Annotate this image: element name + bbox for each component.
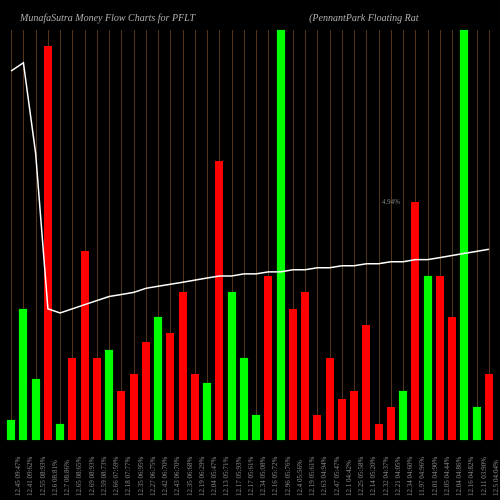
x-axis-label: 12.14 05:20% [369,457,377,496]
volume-bar [130,374,138,440]
x-axis-label: 12.4 05:56% [296,460,304,496]
title-left: MunafaSutra Money Flow Charts for PFLT [20,13,195,24]
grid-line [403,30,404,440]
x-axis-label: 12.96 05:76% [284,457,292,496]
x-axis-label: 12.11 03:90% [480,457,488,496]
x-axis-label: 12.7 08:86% [63,460,71,496]
grid-line [477,30,478,440]
grid-line [121,30,122,440]
x-axis-label: 12.43 06:70% [173,457,181,496]
volume-bar [350,391,358,440]
x-axis-label: 12.19 05:61% [308,457,316,496]
volume-bar [411,202,419,440]
x-axis-label: 12.16 05:72% [271,457,279,496]
grid-line [354,30,355,440]
x-axis-label: 12.59 08:73% [100,457,108,496]
x-axis-label: 12.42 06:70% [161,457,169,496]
volume-bar [485,374,493,440]
volume-bar [338,399,346,440]
volume-bar [252,415,260,440]
x-axis-label: 12.17 05:93% [235,457,243,496]
volume-bar [105,350,113,440]
x-axis-label: 11.97 04:96% [418,457,426,496]
x-axis-label: 12.6 08:81% [51,460,59,496]
volume-bar [313,415,321,440]
x-axis-label: 12.17 05:61% [247,457,255,496]
volume-bar [424,276,432,440]
x-axis-label: 12.25 05:58% [357,457,365,496]
volume-bar [436,276,444,440]
x-axis-label: 12.47 05:47% [333,457,341,496]
x-axis-label: 12.27 06:75% [149,457,157,496]
x-axis-label: 12.21 04:05% [394,457,402,496]
volume-bar [240,358,248,440]
x-axis-label: 12.04 04:86% [455,457,463,496]
grid-line [60,30,61,440]
grid-line [379,30,380,440]
y-marker-label: 4.94% [382,198,400,206]
grid-line [207,30,208,440]
volume-bar [301,292,309,440]
volume-bar [228,292,236,440]
money-flow-chart [5,30,495,440]
volume-bar [215,161,223,440]
volume-bar [32,379,40,441]
x-axis-label: 12.13 05:71% [222,457,230,496]
volume-bar [81,251,89,440]
x-axis-label: 12.01 04:90% [431,457,439,496]
volume-bar [203,383,211,440]
x-axis-label: 12.34 04:60% [406,457,414,496]
volume-bar [264,276,272,440]
grid-line [342,30,343,440]
volume-bar [142,342,150,440]
volume-bar [362,325,370,440]
chart-title: MunafaSutra Money Flow Charts for PFLT (… [20,8,480,24]
volume-bar [93,358,101,440]
volume-bar [277,30,285,440]
x-axis-label: 12.32 04:37% [382,457,390,496]
x-axis-labels: 12.45 09:47% 12.41 09:62% 12.55 08:93% 12.6… [5,440,495,498]
x-axis-label: 12.55 08:93% [39,457,47,496]
grid-line [256,30,257,440]
volume-bar [56,424,64,440]
grid-line [11,30,12,440]
volume-bar [326,358,334,440]
volume-bar [19,309,27,440]
volume-bar [179,292,187,440]
x-axis-label: 12.65 08:65% [75,457,83,496]
x-axis-label: 12.5 04:04% [492,460,500,496]
price-line [5,30,495,440]
volume-bar [375,424,383,440]
volume-bar [166,333,174,440]
volume-bar [387,407,395,440]
x-axis-label: 12.35 06:95% [137,457,145,496]
volume-bar [7,420,15,441]
volume-bar [154,317,162,440]
volume-bar [44,46,52,440]
title-right: (PennantPark Floating Rat [309,13,418,24]
volume-bar [289,309,297,440]
grid-line [391,30,392,440]
x-axis-label: 12.34 05:08% [259,457,267,496]
x-axis-label: 12.19 06:29% [198,457,206,496]
x-axis-label: 12.41 09:62% [26,457,34,496]
volume-bar [399,391,407,440]
volume-bar [448,317,456,440]
volume-bar [473,407,481,440]
x-axis-label: 12.05 04:44% [443,457,451,496]
x-axis-label: 12.69 08:93% [88,457,96,496]
x-axis-label: 12.18 07:77% [124,457,132,496]
x-axis-label: 12.16 04:82% [467,457,475,496]
volume-bar [460,30,468,440]
volume-bar [117,391,125,440]
x-axis-label: 12.66 07:59% [112,457,120,496]
grid-line [317,30,318,440]
x-axis-label: 12.45 09:47% [14,457,22,496]
volume-bar [68,358,76,440]
x-axis-label: 12.63 04:94% [320,457,328,496]
x-axis-label: 12.1 04:42% [345,460,353,496]
volume-bar [191,374,199,440]
x-axis-label: 12.04 05:47% [210,457,218,496]
x-axis-label: 12.35 06:68% [186,457,194,496]
